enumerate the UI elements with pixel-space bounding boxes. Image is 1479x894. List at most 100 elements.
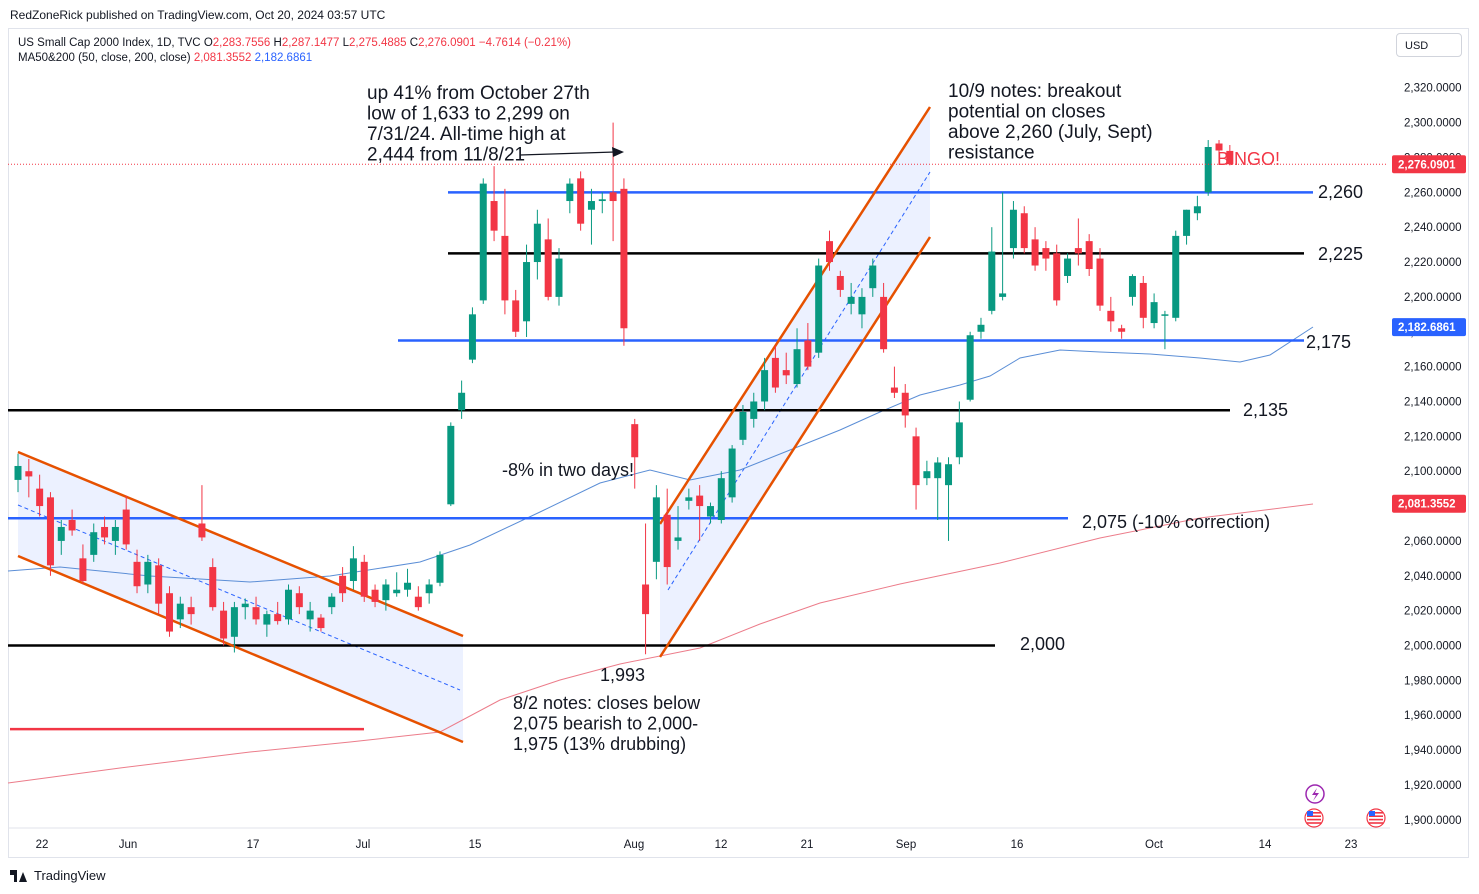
candle[interactable] <box>25 458 33 498</box>
candle[interactable] <box>1074 218 1082 266</box>
candle[interactable] <box>90 523 98 562</box>
candle[interactable] <box>631 418 639 489</box>
candle[interactable] <box>1150 293 1158 329</box>
candle[interactable] <box>263 610 271 637</box>
candle[interactable] <box>176 596 184 629</box>
candle[interactable] <box>966 331 974 402</box>
us-flag-event-icon[interactable] <box>1304 808 1324 828</box>
candle[interactable] <box>869 258 877 297</box>
candle[interactable] <box>68 509 76 536</box>
candle[interactable] <box>1193 195 1201 221</box>
candle[interactable] <box>46 492 54 576</box>
candle[interactable] <box>696 485 704 541</box>
candle[interactable] <box>587 188 595 245</box>
candle[interactable] <box>934 457 942 521</box>
candle[interactable] <box>739 404 747 446</box>
candle[interactable] <box>804 323 812 371</box>
candle[interactable] <box>393 572 401 597</box>
candle[interactable] <box>241 598 249 620</box>
candle[interactable] <box>1172 230 1180 322</box>
candle[interactable] <box>999 192 1007 301</box>
candle[interactable] <box>144 554 152 594</box>
candle[interactable] <box>836 270 844 297</box>
candle[interactable] <box>717 471 725 524</box>
candle[interactable] <box>1215 140 1223 158</box>
candle[interactable] <box>101 516 109 545</box>
candle[interactable] <box>642 523 650 655</box>
candle[interactable] <box>122 495 130 550</box>
candle[interactable] <box>1064 253 1072 283</box>
candle[interactable] <box>977 317 985 339</box>
candle[interactable] <box>555 248 563 306</box>
candle[interactable] <box>1107 296 1115 332</box>
candle[interactable] <box>209 558 217 611</box>
candle[interactable] <box>295 586 303 615</box>
candle[interactable] <box>988 227 996 315</box>
candle[interactable] <box>1139 275 1147 329</box>
candle[interactable] <box>761 357 769 411</box>
candle[interactable] <box>1096 248 1104 311</box>
candle[interactable] <box>880 282 888 353</box>
candle[interactable] <box>349 546 357 590</box>
candle[interactable] <box>155 558 163 615</box>
candle[interactable] <box>782 352 790 385</box>
candle[interactable] <box>512 289 520 337</box>
candle[interactable] <box>198 485 206 541</box>
candle[interactable] <box>306 601 314 632</box>
earnings-bolt-icon[interactable] <box>1305 784 1325 804</box>
candle[interactable] <box>458 380 466 419</box>
candle[interactable] <box>187 596 195 625</box>
candle[interactable] <box>923 460 931 486</box>
candle[interactable] <box>436 551 444 587</box>
candle[interactable] <box>577 171 585 231</box>
candle[interactable] <box>339 567 347 602</box>
candle[interactable] <box>1204 140 1212 196</box>
candle[interactable] <box>133 549 141 594</box>
candle[interactable] <box>360 554 368 602</box>
candle[interactable] <box>663 488 671 585</box>
candle[interactable] <box>165 586 173 637</box>
candle[interactable] <box>771 345 779 393</box>
candle[interactable] <box>674 506 682 550</box>
candle[interactable] <box>685 488 693 510</box>
candle[interactable] <box>36 474 44 517</box>
candle[interactable] <box>230 601 238 653</box>
candle[interactable] <box>728 445 736 503</box>
candle[interactable] <box>328 593 336 615</box>
candle[interactable] <box>447 422 455 507</box>
candle[interactable] <box>490 166 498 242</box>
candle[interactable] <box>912 427 920 510</box>
candle[interactable] <box>815 258 823 358</box>
candle[interactable] <box>1009 201 1017 259</box>
candle[interactable] <box>858 288 866 329</box>
candle[interactable] <box>847 282 855 315</box>
candle[interactable] <box>598 192 606 214</box>
us-flag-event-icon[interactable] <box>1366 808 1386 828</box>
candle[interactable] <box>901 384 909 428</box>
candle[interactable] <box>501 188 509 315</box>
candle[interactable] <box>57 520 65 555</box>
candle[interactable] <box>382 579 390 611</box>
candle[interactable] <box>945 457 953 541</box>
candle[interactable] <box>1128 274 1136 306</box>
candle[interactable] <box>1161 310 1169 350</box>
candle[interactable] <box>566 178 574 214</box>
candle[interactable] <box>252 596 260 625</box>
candle[interactable] <box>609 122 617 242</box>
candle[interactable] <box>1020 206 1028 254</box>
candle[interactable] <box>111 520 119 555</box>
candle[interactable] <box>414 586 422 611</box>
candle[interactable] <box>425 579 433 604</box>
candle[interactable] <box>544 218 552 301</box>
candle[interactable] <box>79 544 87 585</box>
candle[interactable] <box>317 614 325 632</box>
currency-button[interactable]: USD <box>1396 33 1462 57</box>
candle[interactable] <box>468 307 476 364</box>
candle[interactable] <box>620 178 628 346</box>
candle[interactable] <box>533 209 541 280</box>
candle[interactable] <box>1031 227 1039 271</box>
candle[interactable] <box>371 584 379 608</box>
candle[interactable] <box>285 584 292 625</box>
candle[interactable] <box>793 328 801 388</box>
